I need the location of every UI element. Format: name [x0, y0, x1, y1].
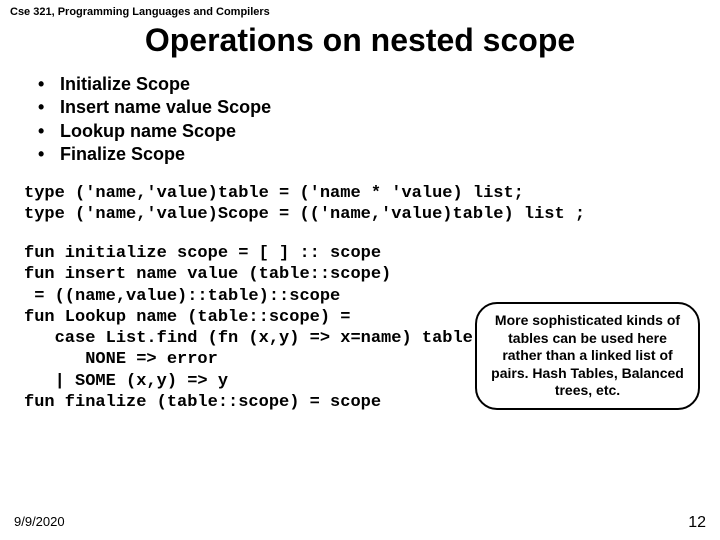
bullet-item: Insert name value Scope: [38, 96, 720, 119]
slide-title: Operations on nested scope: [0, 22, 720, 59]
bullet-item: Lookup name Scope: [38, 120, 720, 143]
slide-footer: 9/9/2020 12: [0, 514, 720, 532]
bullet-list: Initialize Scope Insert name value Scope…: [38, 73, 720, 167]
bullet-item: Initialize Scope: [38, 73, 720, 96]
footer-page-number: 12: [688, 514, 706, 532]
course-header: Cse 321, Programming Languages and Compi…: [0, 0, 720, 18]
callout-note: More sophisticated kinds of tables can b…: [475, 302, 700, 410]
bullet-item: Finalize Scope: [38, 143, 720, 166]
footer-date: 9/9/2020: [14, 514, 65, 532]
type-declarations: type ('name,'value)table = ('name * 'val…: [24, 183, 720, 226]
